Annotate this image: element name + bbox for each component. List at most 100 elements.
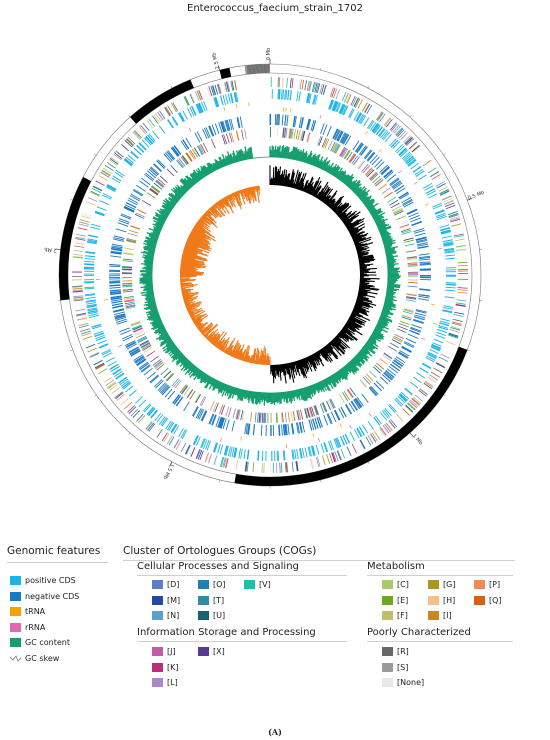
- legend-metabolism-heading: Metabolism: [367, 561, 425, 572]
- gc-skew-bar-positive: [278, 174, 282, 186]
- gc-skew-bar-positive: [358, 289, 368, 292]
- gc-skew-bar-negative: [189, 233, 211, 246]
- cog-tick: [138, 415, 146, 424]
- cog-tick: [400, 132, 408, 141]
- gc-content-bar: [380, 314, 388, 319]
- gc-skew-bar-positive: [302, 358, 309, 373]
- gc-skew-bar-positive: [297, 177, 302, 190]
- cog-tick: [435, 181, 445, 187]
- cog-tick: [364, 103, 371, 113]
- negative-cds-tick: [306, 118, 311, 130]
- gc-content-bar: [246, 151, 250, 160]
- negative-cds-tick: [111, 248, 123, 252]
- cog-tick: [145, 420, 153, 430]
- cog-tick: [299, 79, 302, 90]
- positive-cds-tick: [412, 165, 422, 173]
- negative-cds-tick: [399, 193, 410, 200]
- cog-tick: [313, 405, 318, 416]
- negative-cds-tick: [340, 406, 347, 417]
- cog-tick: [300, 130, 304, 141]
- gc-skew-bar-positive: [338, 332, 350, 342]
- gc-skew-bar-negative: [225, 340, 234, 354]
- gc-content-bar: [304, 387, 310, 398]
- gc-content-bar: [282, 392, 286, 402]
- gc-content-bar: [140, 285, 153, 289]
- gc-skew-bar-negative: [180, 278, 190, 281]
- cog-tick: [332, 142, 338, 153]
- gc-skew-bar-positive: [303, 357, 310, 369]
- negative-cds-tick: [211, 414, 217, 426]
- positive-cds-tick: [323, 442, 328, 453]
- gc-content-bar: [232, 150, 238, 163]
- negative-cds-tick: [391, 180, 401, 188]
- positive-cds-tick: [110, 366, 120, 373]
- gc-content-bar: [229, 387, 235, 399]
- positive-cds-tick: [398, 147, 407, 156]
- gc-content-bar: [316, 382, 321, 391]
- cog-tick: [383, 353, 393, 360]
- negative-cds-tick: [174, 145, 182, 155]
- gc-skew-bar-positive: [356, 298, 364, 302]
- positive-cds-tick: [191, 105, 197, 116]
- cog-tick: [332, 143, 338, 153]
- legend-rule: [367, 641, 513, 642]
- gc-skew-bar-negative: [251, 348, 256, 364]
- gc-skew-bar-negative: [254, 186, 257, 193]
- gc-content-bar: [145, 308, 158, 314]
- negative-cds-tick: [419, 288, 431, 291]
- gc-content-bar: [337, 370, 345, 380]
- gc-content-bar: [197, 371, 204, 380]
- negative-cds-tick: [110, 250, 122, 254]
- gc-content-bar: [292, 390, 296, 398]
- negative-cds-tick: [283, 424, 286, 436]
- gc-content-bar: [344, 173, 354, 185]
- positive-cds-tick: [170, 423, 177, 433]
- gc-content-bar: [142, 254, 154, 258]
- gc-content-bar: [241, 390, 246, 402]
- cog-tick: [411, 397, 420, 405]
- negative-cds-tick: [208, 125, 214, 137]
- cog-tick: [167, 105, 174, 115]
- negative-cds-tick: [228, 119, 233, 131]
- positive-cds-tick: [128, 389, 137, 397]
- gc-content-bar: [239, 149, 244, 161]
- gc-skew-bar-negative: [259, 349, 263, 365]
- cog-tick: [369, 433, 376, 443]
- gc-content-bar: [381, 232, 390, 237]
- gc-content-bar: [327, 377, 332, 384]
- cog-tick: [181, 155, 189, 165]
- gc-content-bar: [160, 337, 171, 346]
- gc-skew-bar-positive: [358, 287, 366, 290]
- rna-tick: [365, 130, 368, 135]
- gc-content-bar: [182, 184, 189, 191]
- gc-skew-bar-positive: [346, 321, 360, 331]
- negative-cds-tick: [130, 350, 141, 357]
- negative-cds-tick: [312, 120, 316, 132]
- gc-skew-bar-positive: [359, 262, 365, 265]
- cog-tick: [439, 190, 450, 196]
- gc-skew-bar-negative: [263, 355, 265, 365]
- gc-skew-bar-positive: [280, 170, 284, 186]
- positive-cds-tick: [389, 138, 397, 147]
- gc-content-bar: [199, 373, 207, 384]
- gc-content-bar: [240, 389, 245, 401]
- scale-minor-tick: [320, 479, 322, 483]
- cog-tick: [199, 144, 206, 154]
- gc-content-bar: [349, 361, 359, 371]
- positive-cds-tick: [115, 170, 125, 177]
- gc-skew-bar-positive: [313, 353, 320, 363]
- gc-content-bar: [166, 342, 174, 348]
- negative-cds-tick: [369, 386, 378, 396]
- cog-tick: [122, 288, 133, 291]
- positive-cds-tick: [440, 227, 451, 231]
- cog-tick: [290, 411, 293, 422]
- gc-content-bar: [248, 148, 252, 159]
- gc-content-bar: [159, 208, 170, 215]
- gc-skew-bar-negative: [247, 187, 252, 201]
- cog-tick: [223, 82, 227, 93]
- cog-tick: [407, 265, 418, 267]
- cog-tick: [149, 188, 159, 195]
- negative-cds-tick: [360, 146, 368, 156]
- gc-skew-bar-positive: [354, 306, 370, 313]
- gc-content-bar: [333, 373, 339, 381]
